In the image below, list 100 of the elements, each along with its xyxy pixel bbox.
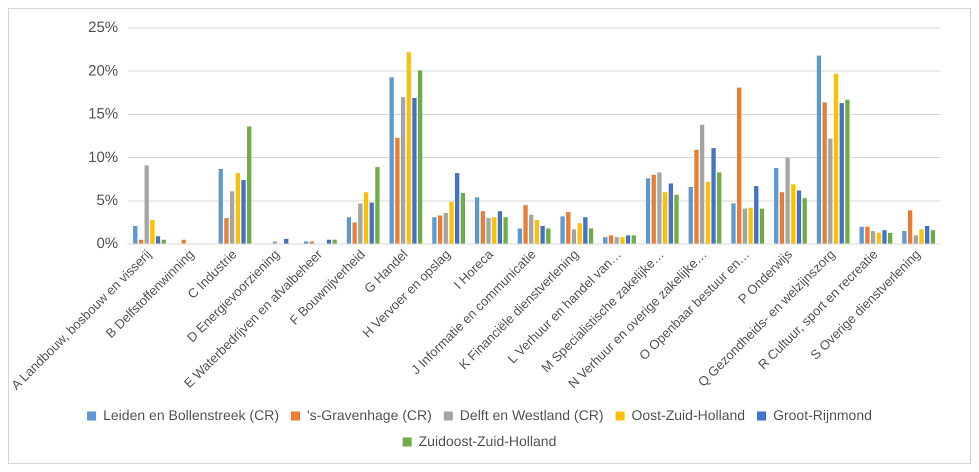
legend-label: Delft en Westland (CR) (460, 406, 604, 423)
bar (346, 217, 352, 244)
bar (529, 214, 534, 244)
bar (870, 231, 876, 244)
bar (418, 70, 422, 244)
bar (236, 173, 240, 244)
bar (614, 237, 619, 244)
bar (657, 172, 662, 244)
bar (540, 226, 545, 244)
bar (822, 102, 827, 244)
legend-label: Groot-Rijnmond (773, 406, 872, 423)
legend-label: Leiden en Bollenstreek (CR) (103, 406, 279, 423)
bar (498, 211, 502, 244)
y-tick-label: 0% (96, 235, 118, 252)
bar (133, 226, 138, 244)
bar (834, 74, 838, 244)
bar (480, 211, 485, 244)
bar (840, 103, 844, 244)
bar (828, 138, 832, 244)
bar (646, 178, 650, 244)
bar (400, 97, 406, 244)
bar (523, 205, 528, 244)
bar (144, 165, 149, 244)
bar (560, 216, 565, 244)
bar (603, 237, 608, 244)
bar (412, 98, 417, 244)
bar (406, 52, 411, 244)
bar (694, 150, 699, 244)
bar (332, 240, 337, 244)
bar (375, 167, 380, 244)
bar (438, 216, 442, 244)
legend-label: Oost-Zuid-Holland (631, 406, 746, 423)
bar (930, 230, 936, 244)
bar (247, 126, 252, 244)
bar (865, 226, 870, 244)
bar (156, 236, 160, 244)
bar (706, 182, 710, 244)
bar (218, 168, 223, 244)
bar (774, 168, 778, 244)
bar (460, 193, 465, 244)
bar (626, 235, 630, 244)
legend-label: Zuidoost-Zuid-Holland (418, 432, 556, 449)
bar (326, 240, 332, 244)
bar (908, 210, 912, 244)
bar (748, 208, 753, 244)
bar (845, 100, 850, 244)
bar (370, 202, 374, 244)
bar (731, 203, 736, 244)
bar (608, 235, 614, 244)
bar (578, 223, 582, 244)
bar (518, 228, 522, 244)
bar (230, 191, 234, 244)
bar (711, 148, 716, 244)
bar (182, 240, 186, 244)
bar (486, 218, 491, 244)
bar (780, 192, 784, 244)
bar (162, 240, 166, 244)
bar (785, 158, 790, 244)
bar (925, 226, 930, 244)
bar (492, 217, 496, 244)
bar (802, 198, 807, 244)
bar (364, 192, 368, 244)
bar (760, 208, 764, 244)
bar (688, 187, 693, 244)
bar (358, 203, 362, 244)
bar (668, 184, 673, 244)
bar (674, 194, 679, 244)
bar (449, 202, 454, 244)
bar (754, 186, 758, 244)
y-tick-label: 5% (96, 192, 118, 209)
bar (583, 217, 588, 244)
bar (742, 208, 748, 244)
bar (224, 218, 229, 244)
bar (572, 229, 576, 244)
bar (566, 212, 570, 244)
y-tick-label: 10% (88, 148, 118, 166)
bar (632, 235, 636, 244)
bar (310, 241, 314, 244)
bar (737, 88, 742, 244)
bar (284, 238, 288, 244)
bar (503, 217, 508, 244)
bar (432, 217, 437, 244)
bar (919, 229, 924, 244)
bar (352, 222, 357, 244)
bar (455, 173, 460, 244)
bar (444, 212, 448, 244)
y-tick-label: 15% (88, 106, 118, 123)
bar (534, 220, 540, 244)
bar (390, 77, 394, 244)
bar (876, 232, 881, 244)
bar (796, 190, 802, 244)
bar (914, 235, 918, 244)
bar (304, 241, 308, 244)
bar (882, 230, 887, 244)
y-tick-label: 25% (88, 19, 118, 36)
legend-label: 's-Gravenhage (CR) (306, 406, 432, 423)
bar (241, 180, 246, 244)
bar (662, 192, 668, 244)
bar (816, 56, 822, 244)
bar (474, 197, 480, 244)
